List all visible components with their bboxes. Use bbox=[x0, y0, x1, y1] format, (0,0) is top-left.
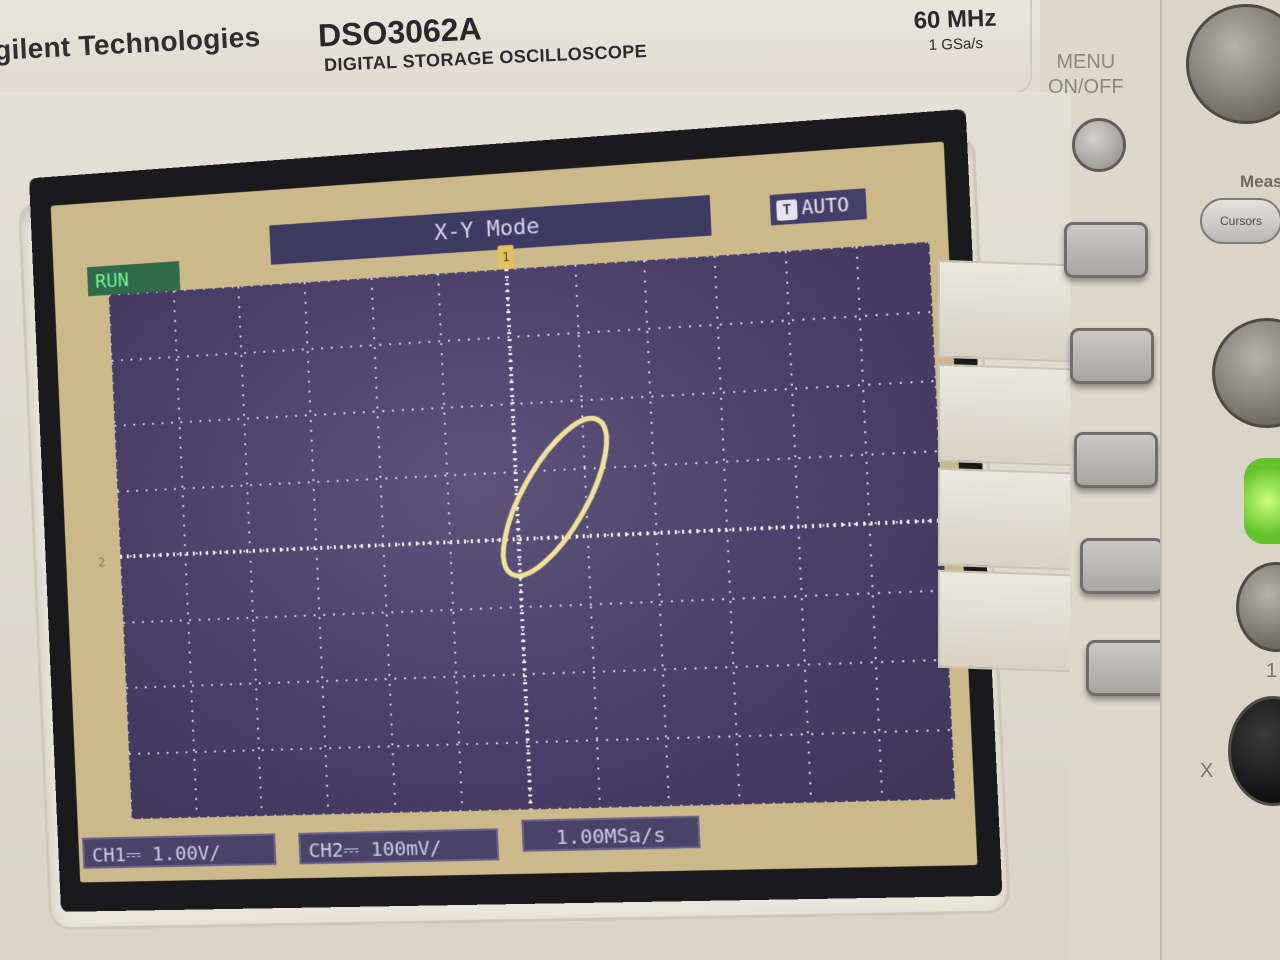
menu-onoff-label: MENU ON/OFF bbox=[1048, 50, 1124, 100]
model-number: DSO3062A bbox=[317, 10, 482, 54]
menu-label-line-2: ON/OFF bbox=[1048, 75, 1124, 100]
ch1-scale: CH1⎓ 1.00V/ bbox=[82, 833, 276, 868]
menu-label-line-1: MENU bbox=[1048, 50, 1124, 75]
softkey-tab-1 bbox=[938, 260, 1070, 363]
grid-lines bbox=[109, 242, 955, 819]
ch1-led bbox=[1244, 458, 1280, 544]
xy-trace bbox=[484, 404, 627, 590]
softkey-tab-2 bbox=[938, 364, 1070, 467]
ch2-marker: 2 bbox=[98, 556, 106, 571]
trigger-icon: T bbox=[776, 199, 798, 221]
lcd-display: X-Y Mode T AUTO RUN 1 2 CH1⎓ 1.00V/ CH2⎓ … bbox=[51, 142, 978, 883]
softkey-3[interactable] bbox=[1074, 432, 1158, 488]
softkey-tab-4 bbox=[938, 570, 1070, 673]
softkey-5[interactable] bbox=[1086, 640, 1170, 696]
center-axes bbox=[109, 242, 955, 819]
waveform-grid bbox=[109, 242, 955, 819]
grid-line-horizontal bbox=[129, 730, 952, 754]
measure-section-label: Meas bbox=[1240, 172, 1280, 192]
sample-rate-spec: 1 GSa/s bbox=[914, 35, 997, 55]
ch2-scale: CH2⎓ 100mV/ bbox=[298, 828, 499, 864]
grid-line-horizontal bbox=[109, 242, 929, 295]
trigger-mode-indicator: T AUTO bbox=[770, 188, 867, 225]
trigger-marker: 1 bbox=[497, 245, 514, 270]
menu-onoff-button[interactable] bbox=[1072, 118, 1126, 172]
softkey-tab-3 bbox=[938, 468, 1070, 571]
softkey-2[interactable] bbox=[1070, 328, 1154, 384]
side-label-1: 1 bbox=[1266, 660, 1277, 683]
grid-line-horizontal bbox=[120, 520, 942, 557]
grid-line-horizontal bbox=[112, 312, 933, 361]
trigger-mode-text: AUTO bbox=[801, 194, 850, 220]
bandwidth-value: 60 MHz bbox=[913, 5, 997, 36]
display-bezel: X-Y Mode T AUTO RUN 1 2 CH1⎓ 1.00V/ CH2⎓ … bbox=[29, 109, 1002, 912]
mode-title: X-Y Mode bbox=[269, 195, 711, 265]
sample-rate: 1.00MSa/s bbox=[521, 816, 700, 852]
grid-line-horizontal bbox=[115, 381, 936, 426]
cursors-button[interactable]: Cursors bbox=[1200, 198, 1280, 244]
grid-line-horizontal bbox=[132, 799, 955, 819]
softkey-1[interactable] bbox=[1064, 222, 1148, 278]
grid-line-horizontal bbox=[123, 590, 945, 622]
front-panel-header: gilent Technologies DSO3062A DIGITAL STO… bbox=[0, 0, 1040, 100]
grid-line-vertical bbox=[238, 287, 261, 816]
side-label-x: X bbox=[1200, 760, 1213, 783]
bandwidth-spec: 60 MHz 1 GSa/s bbox=[913, 5, 997, 55]
grid-line-horizontal bbox=[117, 451, 939, 492]
graticule bbox=[109, 242, 955, 819]
softkey-4[interactable] bbox=[1080, 538, 1164, 594]
grid-line-horizontal bbox=[126, 660, 949, 688]
